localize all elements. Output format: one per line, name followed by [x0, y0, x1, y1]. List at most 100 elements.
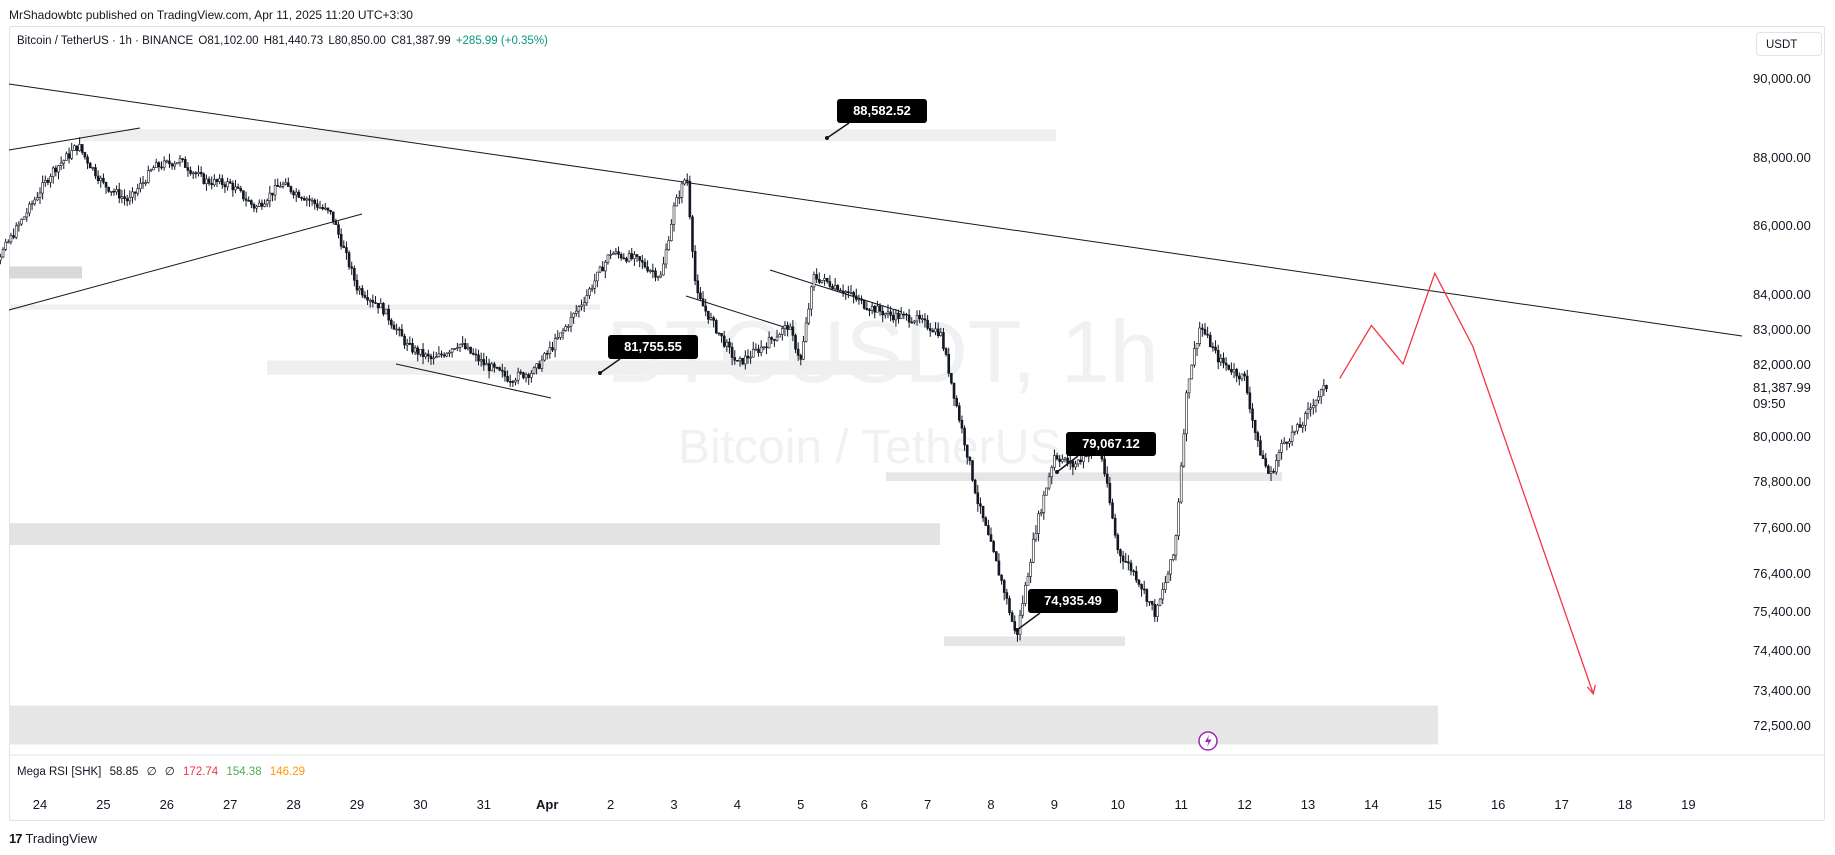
- candle-body: [429, 355, 433, 360]
- last-price-label[interactable]: 81,387.99: [1753, 380, 1811, 395]
- price-tick[interactable]: 88,000.00: [1753, 150, 1811, 165]
- time-tick[interactable]: 30: [413, 797, 427, 812]
- trend-line[interactable]: [8, 127, 141, 151]
- countdown-label[interactable]: 09:50: [1753, 396, 1786, 411]
- candle-body: [59, 162, 63, 166]
- candle-body: [279, 186, 282, 188]
- time-tick[interactable]: Apr: [536, 797, 558, 812]
- price-tick[interactable]: 84,000.00: [1753, 287, 1811, 302]
- trend-line[interactable]: [8, 83, 1743, 337]
- price-tick[interactable]: 73,400.00: [1753, 683, 1811, 698]
- note-label: 74,935.49: [1044, 593, 1102, 608]
- candle-body: [183, 159, 187, 168]
- lightning-icon[interactable]: [1198, 731, 1218, 751]
- candle-body: [567, 326, 570, 328]
- candle-body: [926, 319, 929, 329]
- time-tick[interactable]: 12: [1237, 797, 1251, 812]
- price-tick[interactable]: 74,400.00: [1753, 643, 1811, 658]
- projection-line[interactable]: [1339, 271, 1594, 695]
- time-tick[interactable]: 29: [350, 797, 364, 812]
- candle-body: [897, 312, 900, 319]
- time-tick[interactable]: 24: [33, 797, 47, 812]
- candle-body: [1304, 413, 1307, 426]
- candle-body: [51, 167, 55, 177]
- candle-body: [1121, 555, 1125, 562]
- trend-line[interactable]: [395, 363, 552, 399]
- time-tick[interactable]: 2: [607, 797, 614, 812]
- time-tick[interactable]: 31: [477, 797, 491, 812]
- time-tick[interactable]: 9: [1051, 797, 1058, 812]
- time-tick[interactable]: 7: [924, 797, 931, 812]
- price-tick[interactable]: 77,600.00: [1753, 520, 1811, 535]
- candle-body: [133, 191, 137, 194]
- candle-body: [355, 280, 359, 291]
- candle-body: [588, 288, 591, 296]
- projection-path[interactable]: [1339, 271, 1596, 696]
- price-notes[interactable]: 88,582.52 81,755.55 79,067.12 74,935.49: [598, 99, 1156, 632]
- candle-body: [572, 313, 575, 318]
- trend-lines[interactable]: [8, 83, 1743, 399]
- price-tick[interactable]: 90,000.00: [1753, 71, 1811, 86]
- time-tick[interactable]: 4: [734, 797, 741, 812]
- candle-body: [199, 171, 203, 175]
- candle-body: [73, 145, 76, 151]
- time-tick[interactable]: 5: [797, 797, 804, 812]
- candle-body: [54, 167, 58, 173]
- symbol-legend[interactable]: Bitcoin / TetherUS · 1h · BINANCE O81,10…: [17, 35, 550, 47]
- candle-body: [788, 326, 792, 330]
- candle-body: [968, 456, 972, 461]
- candle-body: [878, 305, 882, 312]
- symbol-title: Bitcoin / TetherUS · 1h · BINANCE: [17, 35, 194, 47]
- candle-body: [96, 175, 100, 182]
- note-label: 88,582.52: [853, 103, 911, 118]
- price-tick[interactable]: 76,400.00: [1753, 566, 1811, 581]
- price-tick[interactable]: 72,500.00: [1753, 718, 1811, 733]
- time-tick[interactable]: 6: [861, 797, 868, 812]
- candle-body: [46, 180, 50, 183]
- candle-body: [260, 202, 264, 207]
- candle-body: [1185, 392, 1188, 435]
- candle-body: [197, 171, 200, 174]
- currency-button[interactable]: USDT: [1756, 32, 1822, 56]
- time-tick[interactable]: 19: [1681, 797, 1695, 812]
- candle-body: [868, 309, 871, 311]
- indicator-na-2: ∅: [164, 766, 175, 778]
- time-tick[interactable]: 10: [1111, 797, 1125, 812]
- candle-body: [1145, 589, 1149, 602]
- price-tick[interactable]: 86,000.00: [1753, 218, 1811, 233]
- time-tick[interactable]: 13: [1301, 797, 1315, 812]
- price-tick[interactable]: 83,000.00: [1753, 322, 1811, 337]
- price-tick[interactable]: 82,000.00: [1753, 357, 1811, 372]
- time-tick[interactable]: 18: [1618, 797, 1632, 812]
- price-axis[interactable]: 90,000.00 88,000.00 86,000.00 84,000.00 83,0…: [1753, 71, 1811, 733]
- price-tick[interactable]: 80,000.00: [1753, 429, 1811, 444]
- candle-body: [419, 349, 422, 355]
- time-tick[interactable]: 16: [1491, 797, 1505, 812]
- time-tick[interactable]: 28: [286, 797, 300, 812]
- time-tick[interactable]: 17: [1554, 797, 1568, 812]
- price-note[interactable]: 74,935.49: [1015, 589, 1118, 632]
- time-tick[interactable]: 25: [96, 797, 110, 812]
- candle-body: [1132, 570, 1135, 573]
- price-note[interactable]: 81,755.55: [598, 335, 698, 375]
- time-tick[interactable]: 14: [1364, 797, 1378, 812]
- time-tick[interactable]: 15: [1428, 797, 1442, 812]
- footer-brand[interactable]: 17 TradingView: [9, 831, 97, 846]
- candle-body: [1182, 433, 1186, 467]
- price-tick[interactable]: 75,400.00: [1753, 604, 1811, 619]
- ohlc-open: O81,102.00: [198, 35, 259, 47]
- time-tick[interactable]: 8: [987, 797, 994, 812]
- candle-body: [323, 207, 327, 210]
- time-axis[interactable]: 24 25 26 27 28 29 30 31 Apr 2 3 4 5 6 7 8 9 10 11 12 13 14 15 1…: [33, 797, 1696, 812]
- time-tick[interactable]: 27: [223, 797, 237, 812]
- time-tick[interactable]: 26: [160, 797, 174, 812]
- time-tick[interactable]: 3: [670, 797, 677, 812]
- indicator-legend[interactable]: Mega RSI [SHK] 58.85 ∅ ∅ 172.74 154.38 1…: [17, 764, 310, 778]
- candle-body: [458, 343, 462, 348]
- price-note[interactable]: 88,582.52: [825, 99, 927, 140]
- time-tick[interactable]: 11: [1174, 797, 1188, 812]
- price-note[interactable]: 79,067.12: [1055, 432, 1156, 474]
- price-tick[interactable]: 78,800.00: [1753, 474, 1811, 489]
- trend-line[interactable]: [8, 213, 363, 311]
